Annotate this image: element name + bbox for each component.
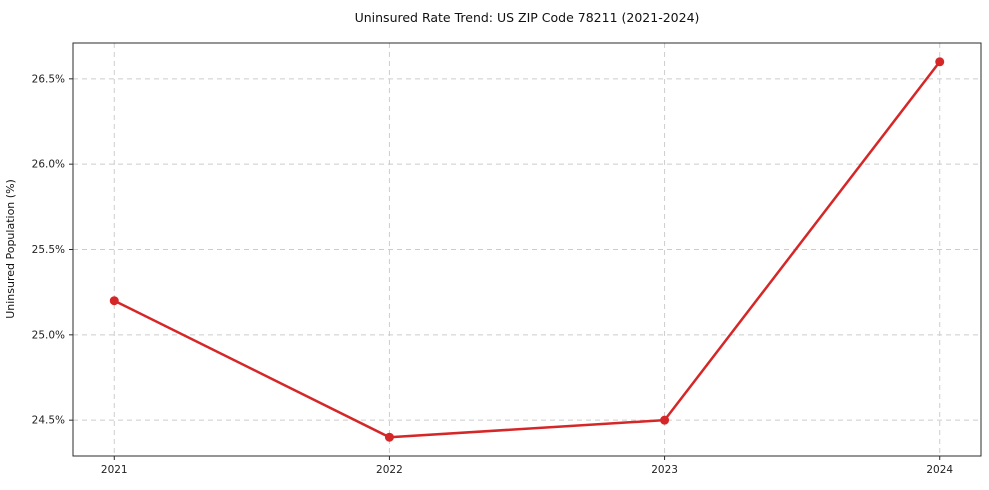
axis-tick-labels: 2021 2022 2023 2024 24.5% 25.0% 25.5% 26.0% 26.5… xyxy=(32,73,954,476)
axis-ticks xyxy=(69,78,941,460)
y-tick-label: 24.5% xyxy=(32,415,65,427)
x-tick-label: 2023 xyxy=(651,464,678,476)
x-tick-label: 2024 xyxy=(926,464,953,476)
data-point-2024 xyxy=(935,57,945,67)
y-tick-label: 26.0% xyxy=(32,159,65,171)
chart-title: Uninsured Rate Trend: US ZIP Code 78211 … xyxy=(355,10,700,25)
data-series xyxy=(109,57,945,442)
data-point-2023 xyxy=(660,415,670,425)
y-tick-label: 25.0% xyxy=(32,329,65,341)
trend-line xyxy=(113,60,941,439)
y-tick-label: 25.5% xyxy=(32,244,65,256)
x-tick-label: 2021 xyxy=(101,464,128,476)
data-point-2022 xyxy=(384,432,394,442)
data-point-2021 xyxy=(109,296,119,306)
plot-area-border xyxy=(72,42,982,457)
y-axis-label: Uninsured Population (%) xyxy=(4,179,17,319)
y-tick-label: 26.5% xyxy=(32,73,65,85)
x-tick-label: 2022 xyxy=(376,464,403,476)
grid-lines xyxy=(73,43,981,456)
